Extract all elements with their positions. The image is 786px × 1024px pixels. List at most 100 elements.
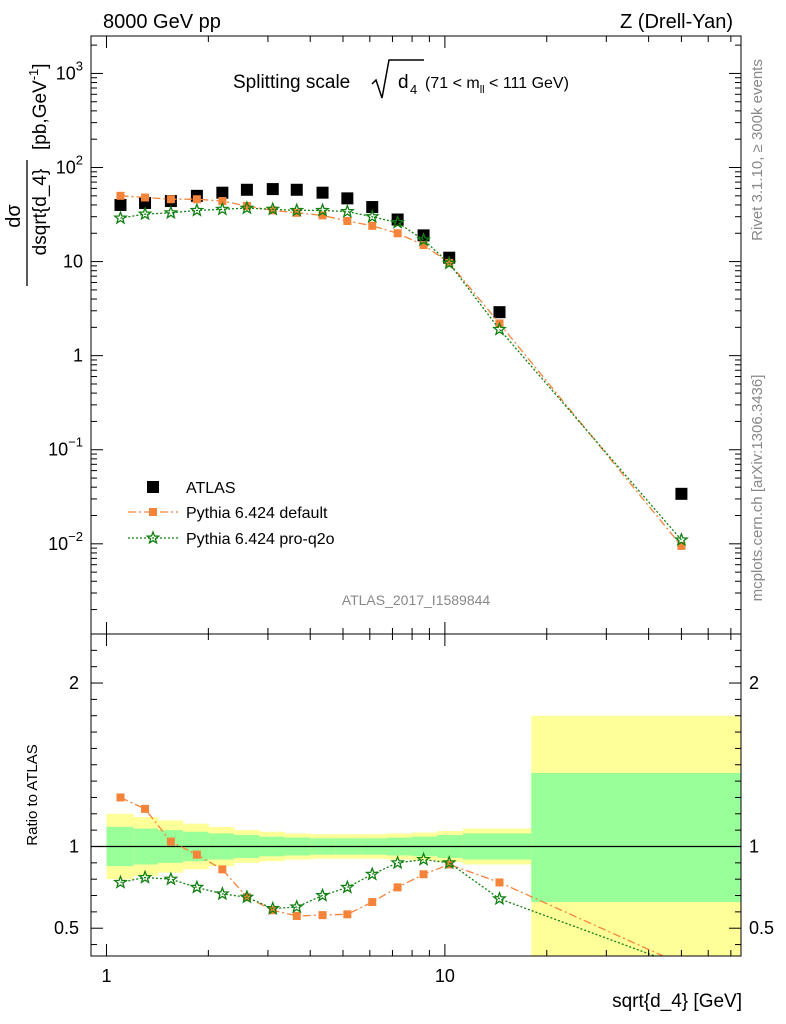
ratio-y-axis-label: Ratio to ATLAS <box>24 744 41 845</box>
header-energy-label: 8000 GeV pp <box>103 11 221 33</box>
ratio-y-tick-label: 2 <box>69 673 79 693</box>
title-radicand: d <box>398 72 409 93</box>
ratio-proq2o-point <box>214 886 230 901</box>
mcplots-label: mcplots.cern.ch [arXiv:1306.3436] <box>749 375 766 602</box>
legend: ATLAS Pythia 6.424 default Pythia 6.424 … <box>128 480 335 548</box>
ylabel-numerator: dσ <box>3 204 25 228</box>
atlas-data-point <box>114 198 127 211</box>
rivet-version-label: Rivet 3.1.10, ≥ 300k events <box>749 59 766 241</box>
ratio-proq2o-point <box>163 871 179 886</box>
ylabel-denominator: dsqrt{d_4} <box>30 169 51 256</box>
legend-marker-proq2o <box>145 530 161 545</box>
atlas-data-point <box>493 306 506 319</box>
ratio-tick-labels: 0.5 0.5 1 1 2 2 1 10 <box>54 673 774 986</box>
ratio-proq2o-point <box>239 889 255 904</box>
ratio-plot-frame <box>90 633 742 957</box>
ratio-default-point <box>116 793 125 802</box>
ratio-default-point <box>393 883 402 892</box>
ratio-default-point <box>218 865 227 874</box>
ratio-default-point <box>292 911 301 920</box>
legend-label-atlas: ATLAS <box>186 480 236 497</box>
main-y-tick-labels: 10−2 10−1 1 10 102 103 <box>48 58 83 553</box>
ratio-y-tick-label-right: 0.5 <box>749 918 774 938</box>
header-process-label: Z (Drell-Yan) <box>620 11 733 33</box>
title-prefix: Splitting scale <box>233 72 350 93</box>
pythia-default-point <box>242 201 251 210</box>
ratio-proq2o-point <box>441 854 457 870</box>
ratio-proq2o-point <box>315 887 331 902</box>
pythia-default-point <box>343 217 352 226</box>
pythia-proq2o-point <box>492 321 507 336</box>
atlas-data-point <box>341 192 354 205</box>
ratio-default-point <box>166 837 175 846</box>
main-series-line <box>120 195 682 547</box>
ratio-default-point <box>495 878 504 887</box>
main-y-tick-label: 10−1 <box>48 435 83 460</box>
legend-label-default: Pythia 6.424 default <box>186 505 328 522</box>
atlas-data-point <box>216 186 229 199</box>
ylabel-units: [pb,GeV-1] <box>26 63 51 150</box>
main-y-tick-label: 10 <box>63 252 83 272</box>
ratio-default-point <box>318 911 327 920</box>
svg-text:Splitting scale: Splitting scale <box>233 72 350 93</box>
ratio-y-tick-label-right: 1 <box>749 836 759 856</box>
pythia-proq2o-point <box>673 532 689 547</box>
pythia-proq2o-point <box>239 200 255 215</box>
pythia-proq2o-point <box>113 210 128 225</box>
pythia-proq2o-point <box>390 214 406 229</box>
ratio-plot-panel: 0.5 0.5 1 1 2 2 1 10 Ratio to ATLAS sqrt{d_4} [… <box>24 633 774 1012</box>
ratio-default-point <box>419 870 428 879</box>
x-axis-label: sqrt{d_4} [GeV] <box>612 991 742 1012</box>
x-tick-label: 1 <box>101 966 111 986</box>
atlas-data-point <box>240 183 253 196</box>
ratio-proq2o-point <box>390 854 406 870</box>
pythia-proq2o-point <box>137 206 153 221</box>
atlas-data-point <box>316 186 329 199</box>
ratio-proq2o-point <box>492 890 507 906</box>
pythia-proq2o-point <box>339 203 355 218</box>
ratio-proq2o-point <box>416 851 432 866</box>
pythia-proq2o-point <box>163 204 179 220</box>
ratio-series-line <box>120 796 665 956</box>
ratio-series-line <box>120 858 657 956</box>
atlas-data-point <box>366 201 379 214</box>
pythia-default-point <box>218 197 227 206</box>
pythia-default-point <box>393 229 402 238</box>
pythia-default-point <box>141 193 150 202</box>
x-tick-label: 10 <box>435 966 455 986</box>
pythia-proq2o-point <box>265 201 281 216</box>
main-series-line <box>120 207 682 541</box>
ratio-axis-ticks <box>91 634 741 956</box>
svg-text:4: 4 <box>410 82 417 97</box>
main-y-tick-label: 1 <box>73 346 83 366</box>
pythia-proq2o-point <box>315 202 331 217</box>
main-y-axis-label: dσ dsqrt{d_4} [pb,GeV-1] <box>3 63 51 286</box>
ratio-proq2o-point <box>676 960 687 971</box>
svg-text:(71 < mll < 111 GeV): (71 < mll < 111 GeV) <box>425 75 569 96</box>
ratio-proq2o-point <box>289 899 305 914</box>
main-y-tick-label: 103 <box>56 58 83 83</box>
legend-label-proq2o: Pythia 6.424 pro-q2o <box>186 531 335 548</box>
ratio-default-point <box>141 804 150 813</box>
pythia-default-point <box>166 195 175 204</box>
ratio-proq2o-point <box>339 879 355 894</box>
atlas-data-point <box>266 183 279 196</box>
pythia-default-point <box>419 241 428 250</box>
ratio-default-point <box>445 860 454 869</box>
atlas-data-point <box>290 183 303 196</box>
pythia-default-point <box>116 191 125 200</box>
ratio-proq2o-point <box>364 866 380 881</box>
main-axis-ticks <box>91 36 741 634</box>
atlas-data-point <box>675 487 688 500</box>
title-cut-close: < 111 GeV) <box>485 75 569 92</box>
title-radicand-sub: 4 <box>410 82 417 97</box>
pythia-proq2o-point <box>214 201 230 216</box>
ratio-y-tick-label: 1 <box>69 836 79 856</box>
title-sqrt-sign <box>371 59 424 99</box>
legend-marker-default <box>149 508 157 516</box>
pythia-proq2o-point <box>289 202 305 217</box>
ratio-default-point <box>677 960 685 968</box>
plot-title: Splitting scale d 4 (71 < mll < 111 GeV) <box>233 59 569 99</box>
ratio-default-point <box>192 850 201 859</box>
